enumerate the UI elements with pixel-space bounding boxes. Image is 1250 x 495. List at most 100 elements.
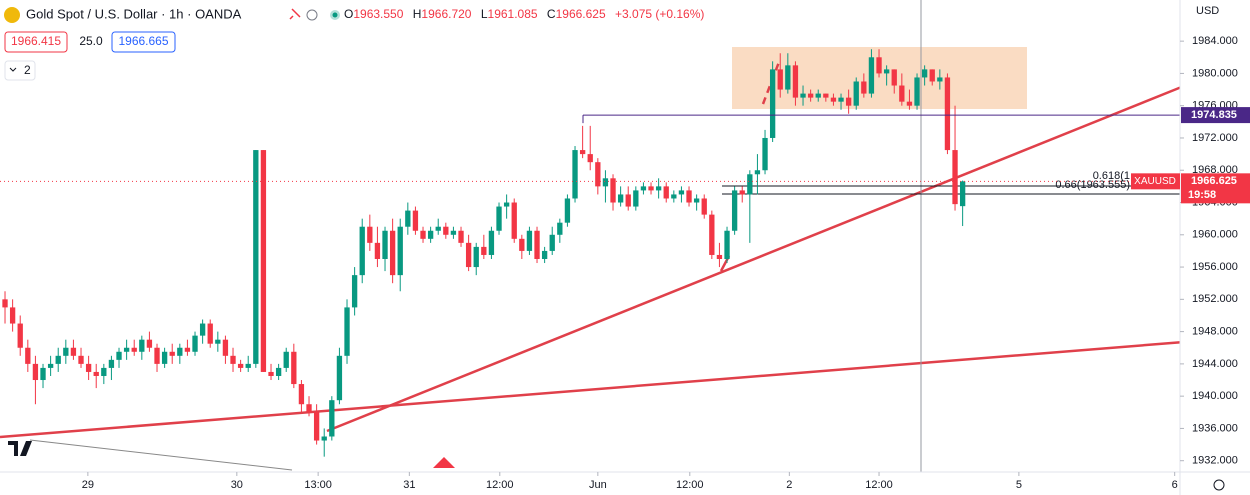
y-tick-label: 1936.000	[1192, 422, 1238, 434]
candle-body	[359, 226, 365, 276]
candle-body	[617, 194, 624, 203]
y-tick-label: 1948.000	[1192, 326, 1238, 338]
ohlc-value: 1966.720	[421, 7, 471, 21]
logo	[8, 441, 32, 456]
candle-body	[777, 69, 783, 90]
x-tick-label: 2	[786, 479, 792, 491]
candle-body	[473, 246, 479, 268]
trend-line	[761, 61, 781, 105]
candle-body	[709, 214, 715, 255]
candle-body	[572, 150, 578, 199]
candle-body	[595, 162, 601, 187]
candle-body	[815, 93, 821, 98]
candle-body	[131, 347, 137, 352]
change: +3.075 (+0.16%)	[615, 7, 704, 21]
icon	[306, 9, 318, 21]
x-tick-label: 12:00	[865, 479, 893, 491]
candle-body	[321, 436, 327, 441]
x-tick-label: 5	[1016, 479, 1022, 491]
candle-body	[382, 230, 388, 259]
candle-body	[838, 97, 844, 102]
event-marker[interactable]	[433, 457, 455, 468]
candle-body	[914, 77, 920, 106]
y-tick-label: 1980.000	[1192, 67, 1238, 79]
trend-line	[326, 84, 1185, 433]
candle-body	[937, 77, 943, 82]
x-tick-label: 6	[1172, 479, 1178, 491]
status-dot	[332, 12, 338, 18]
candle-body	[663, 186, 669, 199]
candle-body	[830, 97, 837, 102]
ohlc-value: 1966.625	[556, 7, 606, 21]
candle-body	[876, 57, 882, 74]
ohlc-value: 1961.085	[488, 7, 538, 21]
candle-body	[549, 234, 555, 251]
candle-body	[70, 347, 77, 356]
candle-body	[245, 363, 251, 368]
price-line-tag	[1181, 107, 1250, 124]
settings-button[interactable]	[1213, 479, 1225, 491]
candle-body	[731, 190, 738, 231]
price-line-label: 1974.835	[1191, 109, 1237, 121]
candle-body	[192, 335, 198, 352]
y-tick-label: 1940.000	[1192, 390, 1238, 402]
y-tick-label: 1972.000	[1192, 132, 1238, 144]
candle-body	[101, 367, 107, 376]
candle-body	[260, 150, 267, 372]
candle-body	[344, 307, 350, 356]
candle-body	[116, 351, 122, 360]
candle-body	[25, 347, 31, 364]
countdown-label: 19:58	[1188, 189, 1216, 201]
symbol-tag	[1131, 173, 1180, 190]
candle-body	[762, 137, 768, 171]
candle-body	[146, 339, 153, 348]
bid-box[interactable]	[4, 31, 68, 53]
spread: 25.0	[79, 34, 103, 48]
trend-line	[29, 439, 293, 471]
candle-body	[108, 359, 115, 368]
candles	[0, 49, 1180, 457]
candle-body	[701, 198, 707, 215]
candle-body	[458, 230, 464, 243]
indicators-toggle[interactable]	[4, 60, 36, 81]
candle-body	[32, 363, 39, 381]
candle-body	[640, 186, 647, 191]
candle-body	[161, 351, 168, 364]
candle-body	[557, 222, 563, 235]
last-price-label: 1966.625	[1191, 175, 1237, 187]
candle-body	[769, 69, 776, 138]
candle-body	[693, 198, 700, 203]
candle-body	[283, 351, 289, 368]
y-tick-label: 1960.000	[1192, 229, 1238, 241]
candle-body	[207, 323, 213, 344]
candle-body	[222, 339, 229, 356]
candle-body	[85, 363, 92, 372]
ask-box[interactable]	[111, 31, 176, 53]
candle-body	[412, 210, 419, 231]
last-price-tag	[1181, 173, 1250, 204]
candle-body	[511, 202, 517, 239]
y-tick-label: 1944.000	[1192, 358, 1238, 370]
candle-body	[853, 81, 859, 106]
fib-label: 0.618(1	[1093, 170, 1130, 182]
candle-body	[503, 202, 510, 207]
fib-label: 0.66(1963.555)	[1055, 179, 1130, 191]
candle-body	[367, 226, 373, 243]
candle-body	[678, 190, 685, 195]
candle-body	[40, 367, 46, 381]
candle-body	[899, 85, 905, 102]
candle-body	[237, 363, 244, 368]
candle-body	[17, 323, 23, 348]
candle-body	[184, 347, 191, 352]
candle-body	[807, 93, 814, 98]
candle-body	[389, 230, 396, 276]
ohlc-value: 1963.550	[353, 7, 403, 21]
candle-body	[648, 186, 654, 191]
x-tick-label: 12:00	[486, 479, 514, 491]
candle-body	[541, 250, 548, 259]
candle-body	[944, 77, 951, 151]
candle-body	[579, 150, 586, 155]
ohlc-key: O	[344, 7, 353, 21]
y-tick-label: 1968.000	[1192, 164, 1238, 176]
